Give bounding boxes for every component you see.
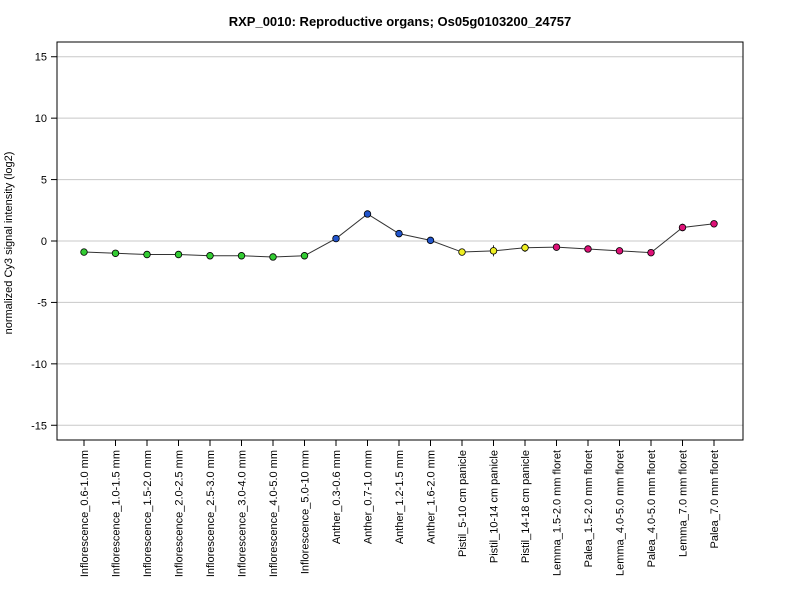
x-tick-label: Inflorescence_2.0-2.5 mm	[174, 450, 186, 577]
data-point	[269, 253, 277, 261]
data-point	[80, 248, 88, 256]
x-tick-label: Inflorescence_1.5-2.0 mm	[142, 450, 154, 577]
data-point	[584, 245, 592, 253]
x-tick-label: Pistil_10-14 cm panicle	[489, 450, 501, 563]
y-tick-label: 10	[35, 113, 47, 125]
data-point	[647, 248, 655, 257]
x-tick-label: Lemma_4.0-5.0 mm floret	[615, 450, 627, 576]
data-point	[143, 250, 151, 259]
data-point	[458, 248, 466, 256]
x-tick-label: Anther_0.3-0.6 mm	[331, 450, 343, 544]
data-point	[489, 247, 498, 255]
data-point	[363, 210, 372, 218]
y-tick-label: -10	[31, 359, 47, 371]
data-point	[426, 236, 435, 245]
x-tick-label: Anther_1.2-1.5 mm	[394, 450, 406, 544]
data-point	[395, 229, 403, 238]
x-tick-label: Lemma_7.0 mm floret	[678, 450, 690, 557]
y-tick-label: 0	[41, 236, 47, 248]
y-axis-label: normalized Cy3 signal intensity (log2)	[3, 152, 15, 335]
x-tick-label: Inflorescence_4.0-5.0 mm	[268, 450, 280, 577]
data-point	[206, 252, 214, 260]
x-tick-label: Inflorescence_5.0-10 mm	[300, 450, 312, 574]
data-points	[80, 210, 718, 261]
x-tick-label: Inflorescence_0.6-1.0 mm	[79, 450, 91, 577]
x-tick-label: Pistil_5-10 cm panicle	[457, 450, 469, 557]
x-tick-label: Inflorescence_1.0-1.5 mm	[111, 450, 123, 577]
x-tick-label: Anther_1.6-2.0 mm	[426, 450, 438, 544]
x-tick-label: Palea_4.0-5.0 mm floret	[646, 450, 658, 567]
grid-lines	[57, 56, 743, 426]
chart-title: RXP_0010: Reproductive organs; Os05g0103…	[229, 14, 572, 29]
x-tick-label: Pistil_14-18 cm panicle	[520, 450, 532, 563]
data-point	[300, 252, 309, 260]
data-point	[521, 244, 529, 252]
x-axis: Inflorescence_0.6-1.0 mm Inflorescence_1.…	[79, 440, 721, 577]
y-tick-label: -15	[31, 420, 47, 432]
y-axis: -15 -10 -5 0 5 10 15	[31, 52, 57, 432]
data-point	[678, 223, 687, 232]
data-point	[111, 249, 120, 257]
data-point	[332, 234, 340, 243]
data-point	[615, 247, 624, 255]
data-point	[552, 243, 561, 251]
data-point	[237, 252, 246, 260]
data-point	[710, 220, 718, 228]
data-point	[174, 250, 183, 259]
x-tick-label: Inflorescence_2.5-3.0 mm	[205, 450, 217, 577]
y-tick-label: 15	[35, 52, 47, 64]
x-tick-label: Palea_1.5-2.0 mm floret	[583, 450, 595, 567]
y-tick-label: -5	[37, 297, 47, 309]
x-tick-label: Anther_0.7-1.0 mm	[363, 450, 375, 544]
x-tick-label: Lemma_1.5-2.0 mm floret	[552, 450, 564, 576]
y-tick-label: 5	[41, 175, 47, 187]
x-tick-label: Palea_7.0 mm floret	[709, 450, 721, 548]
x-tick-label: Inflorescence_3.0-4.0 mm	[237, 450, 249, 577]
